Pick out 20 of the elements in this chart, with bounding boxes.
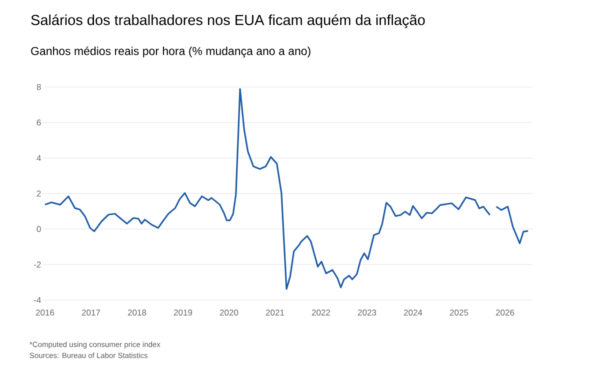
y-tick-label: 2 [36, 190, 41, 196]
x-tick-label: 2026 [496, 310, 514, 316]
x-tick-label: 2020 [220, 310, 238, 316]
y-tick-label: -2 [34, 262, 41, 268]
y-tick-label: -4 [34, 297, 41, 303]
chart-title: Salários dos trabalhadores nos EUA ficam aquém da inflação [31, 14, 425, 28]
x-tick-label: 2024 [404, 310, 422, 316]
y-tick-label: 8 [36, 84, 41, 90]
y-tick-label: 0 [36, 226, 41, 232]
x-tick-label: 2019 [174, 310, 192, 316]
chart-subtitle: Ganhos médios reais por hora (% mudança ano a ano) [31, 46, 310, 58]
y-tick-label: 6 [36, 119, 41, 126]
y-tick-label: 4 [36, 155, 41, 161]
x-tick-label: 2017 [82, 310, 100, 316]
x-tick-label: 2021 [266, 310, 284, 316]
x-tick-label: 2023 [358, 310, 376, 316]
x-tick-label: 2018 [128, 310, 146, 316]
x-tick-label: 2025 [450, 310, 468, 316]
x-tick-label: 2016 [36, 310, 54, 316]
x-tick-label: 2022 [312, 310, 330, 316]
